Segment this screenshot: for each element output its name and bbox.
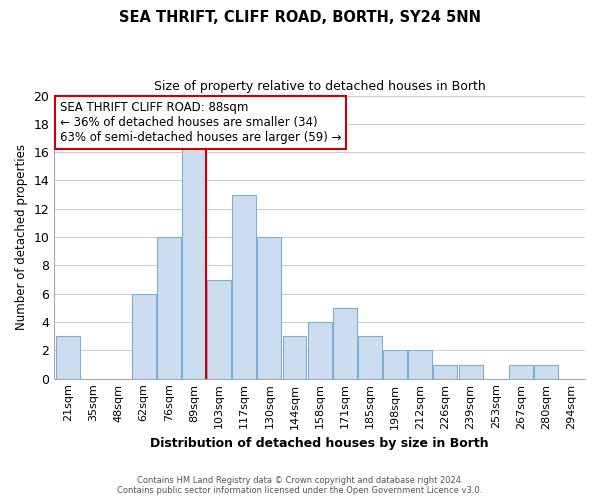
Y-axis label: Number of detached properties: Number of detached properties — [15, 144, 28, 330]
Bar — [308, 322, 332, 378]
Title: Size of property relative to detached houses in Borth: Size of property relative to detached ho… — [154, 80, 485, 93]
Bar — [232, 194, 256, 378]
Bar — [458, 364, 482, 378]
Bar — [333, 308, 357, 378]
Bar — [509, 364, 533, 378]
X-axis label: Distribution of detached houses by size in Borth: Distribution of detached houses by size … — [151, 437, 489, 450]
Bar — [131, 294, 155, 378]
Bar — [358, 336, 382, 378]
Bar — [409, 350, 432, 378]
Bar — [433, 364, 457, 378]
Bar — [534, 364, 558, 378]
Bar — [157, 237, 181, 378]
Text: SEA THRIFT CLIFF ROAD: 88sqm
← 36% of detached houses are smaller (34)
63% of se: SEA THRIFT CLIFF ROAD: 88sqm ← 36% of de… — [59, 101, 341, 144]
Text: SEA THRIFT, CLIFF ROAD, BORTH, SY24 5NN: SEA THRIFT, CLIFF ROAD, BORTH, SY24 5NN — [119, 10, 481, 25]
Text: Contains HM Land Registry data © Crown copyright and database right 2024.
Contai: Contains HM Land Registry data © Crown c… — [118, 476, 482, 495]
Bar — [56, 336, 80, 378]
Bar — [383, 350, 407, 378]
Bar — [207, 280, 231, 378]
Bar — [182, 138, 206, 378]
Bar — [283, 336, 307, 378]
Bar — [257, 237, 281, 378]
